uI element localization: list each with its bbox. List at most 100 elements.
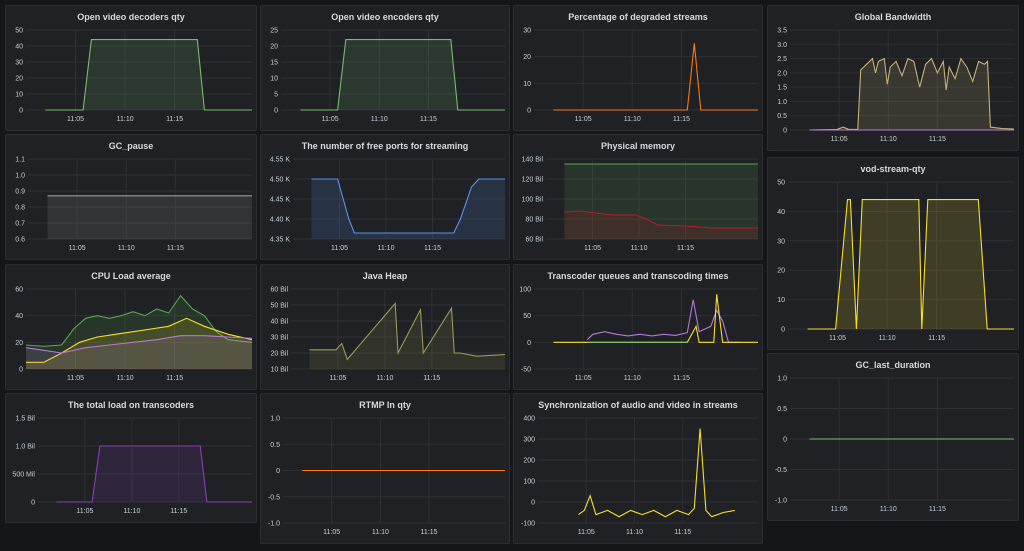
x-tick-label: 11:10 [624, 375, 641, 382]
panel-p11[interactable]: vod-stream-qty 0 10 20 30 40 50 11:05 11:10 11:15 [767, 157, 1019, 350]
series-area [809, 58, 1014, 130]
y-tick-label: 15 [270, 60, 278, 67]
y-tick-label: 0.9 [15, 189, 25, 196]
y-tick-label: 10 [15, 92, 23, 99]
y-tick-label: 40 [15, 44, 23, 51]
series-line [809, 57, 1015, 131]
y-tick-label: 100 [523, 479, 535, 486]
x-tick-label: 11:05 [67, 116, 84, 123]
panel-p9[interactable]: Java Heap 10 Bil 20 Bil 30 Bil 40 Bil 50 Bil 6… [260, 264, 510, 390]
series-area [26, 318, 252, 369]
chart-svg: 0 10 20 30 40 50 11:05 11:10 11:15 [777, 180, 1014, 342]
y-tick-label: 0 [276, 468, 280, 475]
panel-p12[interactable]: The total load on transcoders 0 500 Mil 1.0… [5, 393, 257, 523]
x-tick-label: 11:05 [322, 116, 339, 123]
panel-p8[interactable]: CPU Load average 0 20 40 60 11:05 11:10 11:15 [5, 264, 257, 390]
y-tick-label: 60 Bil [270, 287, 288, 294]
y-tick-label: 1.0 [15, 173, 25, 180]
y-tick-label: 50 [523, 313, 531, 320]
y-tick-label: 0.5 [270, 442, 280, 449]
panel-title[interactable]: Open video decoders qty [77, 12, 185, 22]
x-tick-label: 11:10 [372, 529, 389, 536]
y-tick-label: 200 [523, 458, 535, 465]
y-tick-label: 2.5 [777, 56, 787, 63]
panel-title[interactable]: GC_last_duration [855, 360, 931, 370]
series-area [564, 211, 758, 239]
x-tick-label: 11:05 [76, 508, 93, 515]
y-tick-label: 0.7 [15, 221, 25, 228]
chart-svg: -50 0 50 100 11:05 11:10 11:15 [519, 287, 758, 382]
panel-p1[interactable]: Open video decoders qty 0 10 20 30 40 50 11:05 1… [5, 5, 257, 131]
y-tick-label: 1.0 [777, 99, 787, 106]
y-tick-label: 50 [777, 180, 785, 187]
x-tick-label: 11:10 [880, 136, 897, 143]
panel-title[interactable]: GC_pause [108, 141, 154, 151]
y-tick-label: 30 [777, 238, 785, 245]
y-tick-label: 10 Bil [270, 367, 288, 374]
panel-p6[interactable]: The number of free ports for streaming 4.… [260, 134, 510, 260]
y-tick-label: 50 Bil [270, 303, 288, 310]
panel-title[interactable]: vod-stream-qty [860, 164, 926, 174]
y-tick-label: 500 Mil [12, 472, 35, 479]
panel-title[interactable]: Synchronization of audio and video in st… [538, 400, 738, 410]
panel-title[interactable]: Transcoder queues and transcoding times [547, 271, 729, 281]
y-tick-label: 80 Bil [525, 217, 543, 224]
x-tick-label: 11:10 [630, 245, 647, 252]
panel-p13[interactable]: RTMP In qty -1.0 -0.5 0 0.5 1.0 11:05 11:10 11:1… [260, 393, 510, 544]
y-tick-label: 2.0 [777, 70, 787, 77]
y-tick-label: 5 [274, 92, 278, 99]
panel-p5[interactable]: GC_pause 0.6 0.7 0.8 0.9 1.0 1.1 11:05 11:10 11:1… [5, 134, 257, 260]
chart-svg: -1.0 -0.5 0 0.5 1.0 11:05 11:10 11:15 [775, 376, 1014, 513]
panel-p7[interactable]: Physical memory 60 Bil 80 Bil 100 Bil 120 Bi… [513, 134, 763, 260]
x-tick-label: 11:10 [117, 375, 134, 382]
y-tick-label: 100 [519, 287, 531, 294]
y-tick-label: -50 [521, 367, 531, 374]
panel-title[interactable]: Percentage of degraded streams [568, 12, 708, 22]
series-area [26, 295, 252, 369]
x-tick-label: 11:05 [323, 529, 340, 536]
panel-title[interactable]: The number of free ports for streaming [301, 141, 469, 151]
series-line [553, 43, 758, 111]
panel-title[interactable]: Open video encoders qty [331, 12, 439, 22]
series-area [56, 446, 252, 502]
y-tick-label: 0 [19, 367, 23, 374]
chart-svg: -1.0 -0.5 0 0.5 1.0 11:05 11:10 11:15 [268, 416, 505, 536]
x-tick-label: 11:15 [166, 116, 183, 123]
series-line [45, 39, 252, 111]
x-tick-label: 11:10 [371, 116, 388, 123]
y-tick-label: 20 [15, 76, 23, 83]
y-tick-label: 120 Bil [522, 177, 544, 184]
panel-title[interactable]: RTMP In qty [359, 400, 411, 410]
panel-p15[interactable]: GC_last_duration -1.0 -0.5 0 0.5 1.0 11:05 11:1… [767, 353, 1019, 521]
chart-svg: 0.6 0.7 0.8 0.9 1.0 1.1 11:05 11:10 11:15 [15, 157, 252, 252]
panel-title[interactable]: Physical memory [600, 141, 676, 151]
panel-p14[interactable]: Synchronization of audio and video in st… [513, 393, 763, 544]
y-tick-label: 0 [19, 108, 23, 115]
x-tick-label: 11:05 [831, 136, 848, 143]
panel-p3[interactable]: Percentage of degraded streams 0 10 20 30 11:… [513, 5, 763, 131]
panel-title[interactable]: The total load on transcoders [67, 400, 195, 410]
y-tick-label: 0 [527, 340, 531, 347]
panel-title[interactable]: Java Heap [362, 271, 408, 281]
x-tick-label: 11:15 [166, 375, 183, 382]
panel-p4[interactable]: Global Bandwidth 0 0.5 1.0 1.5 2.0 2.5 3.0 3.5 11… [767, 5, 1019, 151]
y-tick-label: 0 [31, 500, 35, 507]
panel-title[interactable]: CPU Load average [91, 271, 171, 281]
series-line [25, 335, 253, 354]
series-line [300, 39, 505, 111]
x-tick-label: 11:15 [677, 245, 694, 252]
y-tick-label: -0.5 [268, 494, 280, 501]
x-tick-label: 11:05 [584, 245, 601, 252]
x-tick-label: 11:05 [575, 375, 592, 382]
chart-svg: 0 0.5 1.0 1.5 2.0 2.5 3.0 3.5 11:05 11:10 11:15 [777, 28, 1015, 143]
panel-p10[interactable]: Transcoder queues and transcoding times -… [513, 264, 763, 390]
series-line [578, 428, 735, 518]
y-tick-label: 40 Bil [270, 319, 288, 326]
y-tick-label: 20 [523, 54, 531, 61]
panel-title[interactable]: Global Bandwidth [854, 12, 932, 22]
x-tick-label: 11:15 [929, 506, 946, 513]
y-tick-label: 0.5 [777, 113, 787, 120]
panel-p2[interactable]: Open video encoders qty 0 5 10 15 20 25 11:05 11… [260, 5, 510, 131]
y-tick-label: 4.40 K [270, 217, 291, 224]
y-tick-label: 0 [527, 108, 531, 115]
